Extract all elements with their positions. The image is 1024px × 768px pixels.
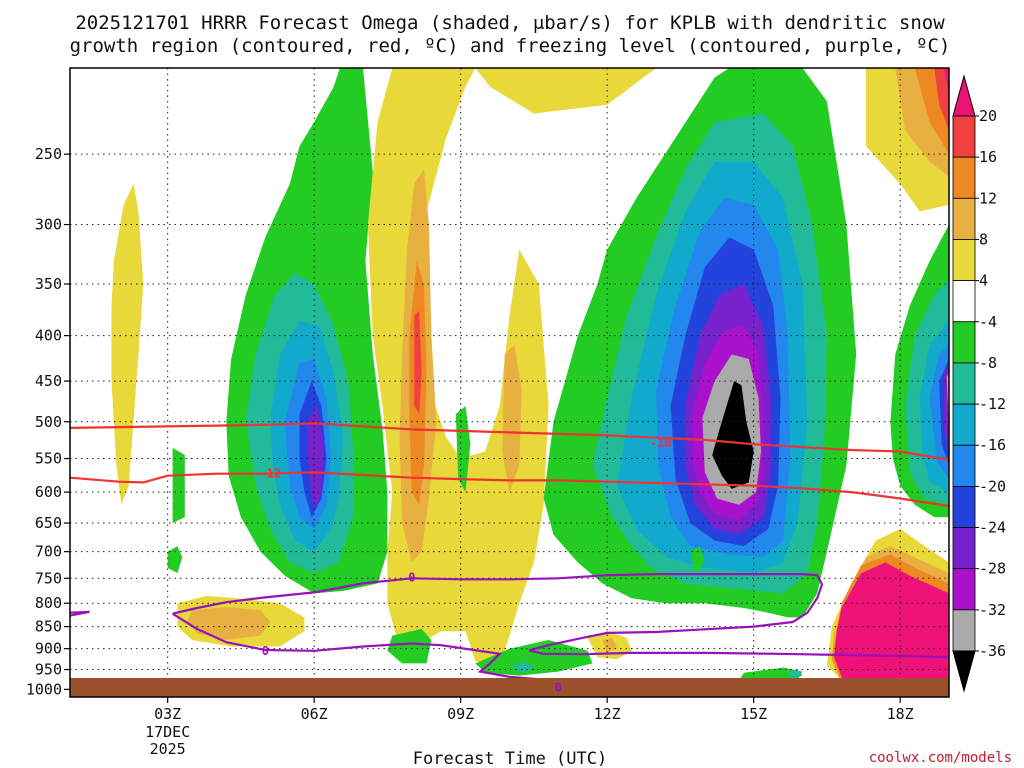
x-axis-label: Forecast Time (UTC) <box>413 749 607 768</box>
colorbar-swatch-10 <box>952 527 976 570</box>
x-tick-label-09Z: 09Z <box>447 705 474 723</box>
omega-region-4 <box>187 607 271 640</box>
omega-region-49 <box>834 562 949 690</box>
dendritic-contour-1 <box>70 471 949 508</box>
y-tick-label-600: 600 <box>35 483 62 501</box>
omega-region-17 <box>387 628 432 664</box>
colorbar-swatch-6 <box>952 362 976 405</box>
colorbar-swatch-2 <box>952 197 976 240</box>
y-tick-label-350: 350 <box>35 275 62 293</box>
x-tick-label-12Z: 12Z <box>594 705 621 723</box>
colorbar-label-13: -36 <box>979 642 1006 660</box>
colorbar-swatch-9 <box>952 485 976 528</box>
y-tick-label-550: 550 <box>35 450 62 468</box>
dendritic-contour-label-1: -12 <box>259 467 281 481</box>
chart-title-line1: 2025121701 HRRR Forecast Omega (shaded, … <box>75 12 945 34</box>
x-tick-sublabel-03Z-0: 17DEC <box>145 723 190 741</box>
omega-region-31 <box>690 546 705 574</box>
colorbar-swatch-4 <box>952 280 976 323</box>
colorbar-label-4: 4 <box>979 272 988 290</box>
colorbar-label-10: -24 <box>979 519 1006 537</box>
x-tick-label-06Z: 06Z <box>301 705 328 723</box>
colorbar-swatch-11 <box>952 568 976 611</box>
colorbar-label-3: 8 <box>979 230 988 248</box>
omega-region-1 <box>167 546 183 574</box>
colorbar-label-1: 16 <box>979 148 997 166</box>
y-tick-label-500: 500 <box>35 413 62 431</box>
omega-region-37 <box>934 68 949 131</box>
x-tick-sublabel-03Z-1: 2025 <box>150 740 186 758</box>
ground-surface <box>70 678 949 697</box>
colorbar-swatch-1 <box>952 156 976 199</box>
credit-text: coolwx.com/models <box>869 750 1012 766</box>
colorbar-label-5: -4 <box>979 313 997 331</box>
y-tick-label-850: 850 <box>35 618 62 636</box>
colorbar-swatch-3 <box>952 239 976 282</box>
omega-region-38 <box>944 68 949 96</box>
omega-region-16 <box>455 406 471 493</box>
freezing-contour-3 <box>70 610 90 617</box>
x-tick-label-03Z: 03Z <box>154 705 181 723</box>
colorbar-label-2: 12 <box>979 189 997 207</box>
omega-region-33 <box>787 669 803 679</box>
y-tick-label-400: 400 <box>35 327 62 345</box>
y-tick-label-900: 900 <box>35 640 62 658</box>
colorbar-label-0: 20 <box>979 107 997 125</box>
y-tick-label-650: 650 <box>35 514 62 532</box>
chart-title-line2: growth region (contoured, red, ºC) and f… <box>70 35 951 57</box>
plot-border <box>69 67 950 698</box>
omega-region-18 <box>475 640 593 676</box>
x-tick-label-18Z: 18Z <box>887 705 914 723</box>
omega-region-0 <box>172 447 185 523</box>
colorbar-swatch-12 <box>952 609 976 652</box>
colorbar-label-7: -12 <box>979 395 1006 413</box>
colorbar-bottom-arrow <box>952 650 976 693</box>
omega-region-10 <box>306 406 324 511</box>
colorbar-label-9: -20 <box>979 477 1006 495</box>
colorbar-swatch-5 <box>952 321 976 364</box>
freezing-contour-0 <box>172 573 949 659</box>
colorbar-swatch-7 <box>952 403 976 446</box>
omega-region-2 <box>111 183 144 505</box>
contour-labels: -18 -12 0 0 0 <box>259 436 672 695</box>
y-tick-label-750: 750 <box>35 569 62 587</box>
y-axis-ticks: 250 300 350 400 450 500 550 600 650 700 750 800 850 9… <box>26 145 70 698</box>
colorbar-label-6: -8 <box>979 354 997 372</box>
y-tick-label-1000: 1000 <box>26 680 62 698</box>
freezing-contour-label-1: 0 <box>262 644 269 658</box>
dendritic-contour-0 <box>70 422 949 461</box>
colorbar-label-8: -16 <box>979 436 1006 454</box>
colorbar-swatch-8 <box>952 444 976 487</box>
dendritic-contour-label-0: -18 <box>650 436 672 450</box>
y-tick-label-250: 250 <box>35 145 62 163</box>
colorbar-top-arrow <box>952 74 976 117</box>
colorbar-label-11: -28 <box>979 560 1006 578</box>
y-tick-label-450: 450 <box>35 372 62 390</box>
omega-region-21 <box>602 637 617 653</box>
y-tick-label-800: 800 <box>35 594 62 612</box>
freezing-contour-label-2: 0 <box>555 680 562 694</box>
y-tick-label-700: 700 <box>35 543 62 561</box>
omega-region-30 <box>712 381 754 489</box>
y-tick-label-300: 300 <box>35 216 62 234</box>
freezing-contour-label-0: 0 <box>408 570 415 584</box>
colorbar-label-12: -32 <box>979 601 1006 619</box>
colorbar: 20 16 12 8 4 -4 -8 -12 -16 -20 -24 -28 -32 -36 <box>952 74 1006 693</box>
omega-region-15 <box>414 310 422 414</box>
colorbar-swatch-0 <box>952 115 976 158</box>
y-tick-label-950: 950 <box>35 661 62 679</box>
x-tick-label-15Z: 15Z <box>740 705 767 723</box>
omega-region-13 <box>502 345 522 493</box>
